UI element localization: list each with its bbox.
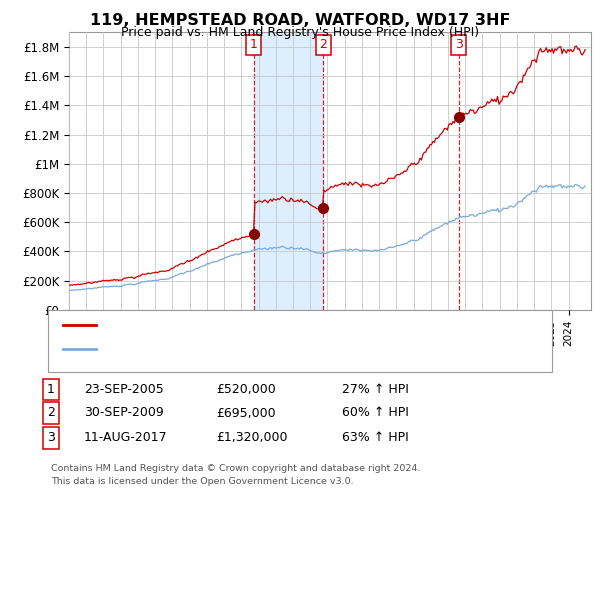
Text: 27% ↑ HPI: 27% ↑ HPI: [342, 383, 409, 396]
Text: 2: 2: [319, 38, 327, 51]
Text: 11-AUG-2017: 11-AUG-2017: [84, 431, 167, 444]
Text: 23-SEP-2005: 23-SEP-2005: [84, 383, 164, 396]
Text: 119, HEMPSTEAD ROAD, WATFORD, WD17 3HF (detached house): 119, HEMPSTEAD ROAD, WATFORD, WD17 3HF (…: [101, 320, 457, 329]
Text: 63% ↑ HPI: 63% ↑ HPI: [342, 431, 409, 444]
Text: £695,000: £695,000: [216, 407, 275, 419]
Text: 3: 3: [47, 431, 55, 444]
Text: £520,000: £520,000: [216, 383, 276, 396]
Text: Price paid vs. HM Land Registry's House Price Index (HPI): Price paid vs. HM Land Registry's House …: [121, 26, 479, 39]
Text: HPI: Average price, detached house, Watford: HPI: Average price, detached house, Watf…: [101, 345, 346, 354]
Text: 1: 1: [250, 38, 258, 51]
Bar: [254, 32, 323, 310]
Text: 3: 3: [455, 38, 463, 51]
Text: 119, HEMPSTEAD ROAD, WATFORD, WD17 3HF: 119, HEMPSTEAD ROAD, WATFORD, WD17 3HF: [90, 13, 510, 28]
Text: Contains HM Land Registry data © Crown copyright and database right 2024.: Contains HM Land Registry data © Crown c…: [51, 464, 421, 473]
Text: 30-SEP-2009: 30-SEP-2009: [84, 407, 164, 419]
Text: 60% ↑ HPI: 60% ↑ HPI: [342, 407, 409, 419]
Text: 2: 2: [47, 407, 55, 419]
Text: £1,320,000: £1,320,000: [216, 431, 287, 444]
Text: This data is licensed under the Open Government Licence v3.0.: This data is licensed under the Open Gov…: [51, 477, 353, 486]
Text: 1: 1: [47, 383, 55, 396]
